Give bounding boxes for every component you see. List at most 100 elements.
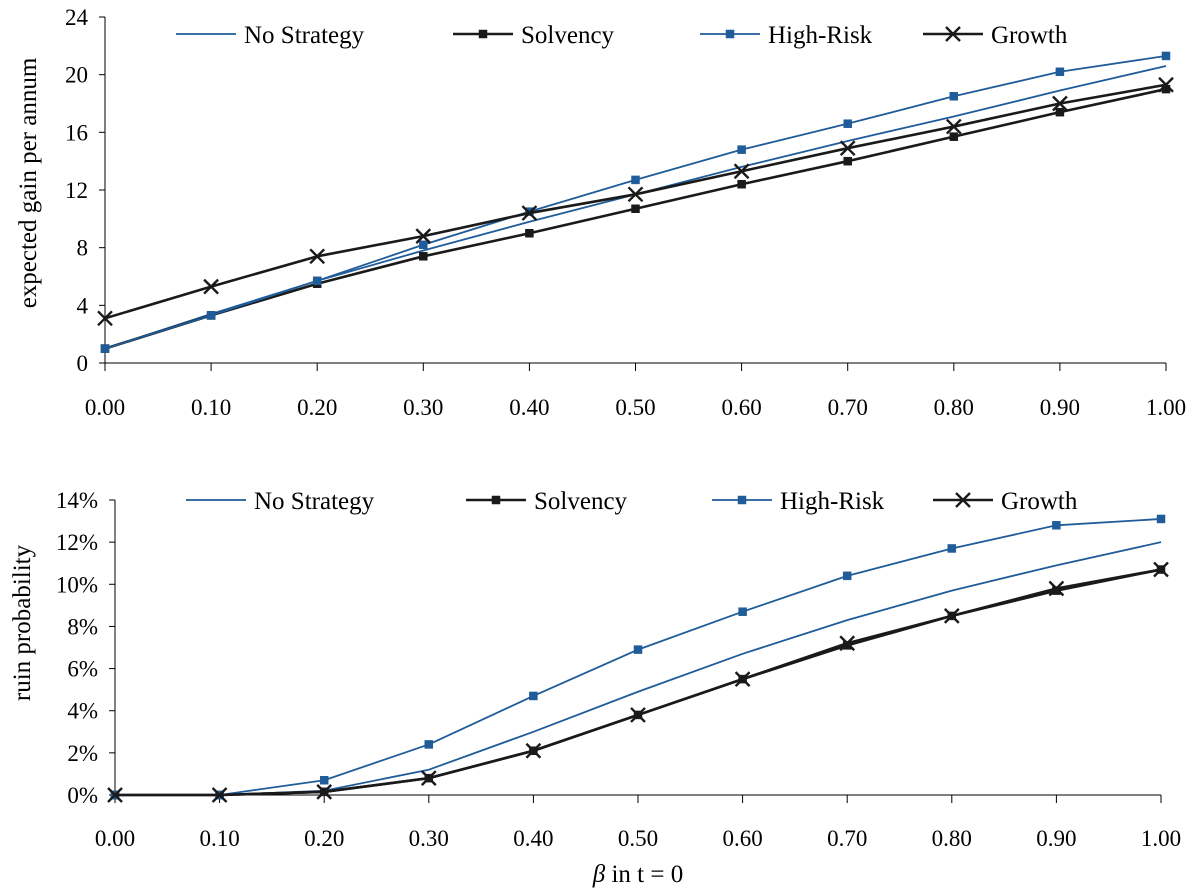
bottom-chart-series-high-risk-point xyxy=(947,544,957,553)
bottom-chart-y-tick-label: 8% xyxy=(67,614,98,639)
bottom-chart-series-growth-point xyxy=(1048,580,1065,597)
top-chart-series-growth-point xyxy=(945,118,962,135)
bottom-chart-series-high-risk-point xyxy=(1052,521,1061,530)
top-chart-legend-no-strategy-label: No Strategy xyxy=(244,22,365,49)
top-chart-y-tick-label: 16 xyxy=(65,120,88,145)
bottom-chart-series-growth-point xyxy=(420,770,437,786)
top-chart-series-high-risk-point xyxy=(1055,67,1065,77)
bottom-chart-y-axis-title: ruin probability xyxy=(9,544,36,701)
bottom-chart-series-high-risk-point xyxy=(738,607,747,616)
top-chart-legend-growth-marker xyxy=(945,26,961,42)
bottom-chart-series-growth-point-stroke-b xyxy=(211,787,228,803)
top-chart-series-growth-point xyxy=(203,278,219,295)
top-chart-series-solvency-point xyxy=(419,252,428,261)
top-chart-series-high-risk-point xyxy=(312,276,322,286)
top-chart-legend-growth-label: Growth xyxy=(991,22,1068,49)
top-chart-series-growth-point xyxy=(309,248,326,265)
top-chart-y-tick-label: 12 xyxy=(65,178,88,203)
top-chart-x-tick-label: 0.70 xyxy=(828,395,868,420)
bottom-chart-series-no-strategy-line xyxy=(115,541,1162,796)
top-chart-y-tick-label: 8 xyxy=(77,236,89,261)
bottom-chart-x-tick-label: 0.00 xyxy=(95,826,135,851)
top-chart-legend-solvency-label: Solvency xyxy=(521,22,615,49)
top-chart-series-growth-point xyxy=(1158,76,1174,93)
bottom-chart-legend-growth-marker-stroke-b xyxy=(955,492,971,508)
top-chart-series-high-risk-point xyxy=(1161,51,1171,61)
bottom-chart-y-tick-label: 2% xyxy=(67,741,98,766)
bottom-chart-series-high-risk-point xyxy=(842,571,852,581)
top-chart-y-tick-label: 0 xyxy=(77,351,89,376)
top-chart-series-growth-point-stroke-b xyxy=(733,163,750,180)
top-chart-series-high-risk-point xyxy=(737,145,746,154)
bottom-chart-y-tick-label: 12% xyxy=(56,530,98,555)
bottom-chart-legend-growth-marker xyxy=(955,492,971,508)
top-chart-legend-high-risk-label: High-Risk xyxy=(768,22,873,49)
top-chart-y-tick-label: 24 xyxy=(65,5,89,30)
bottom-chart-series-high-risk-point xyxy=(1156,514,1166,524)
top-chart-x-tick-label: 0.50 xyxy=(615,395,655,420)
top-chart-series-growth-point-stroke-b xyxy=(1158,76,1174,93)
bottom-chart-series-growth-point-stroke-b xyxy=(1153,561,1169,578)
top-chart-series-growth-point-stroke-b xyxy=(839,140,856,157)
top-chart-legend-growth-marker-stroke-b xyxy=(945,26,961,42)
bottom-chart-series-growth-point xyxy=(211,787,228,803)
bottom-chart-series-growth-point xyxy=(630,707,646,723)
bottom-chart-series-high-risk-line xyxy=(115,518,1162,796)
top-chart-legend-solvency-marker xyxy=(478,29,488,39)
top-chart-x-tick-label: 0.40 xyxy=(509,395,549,420)
bottom-chart-x-tick-label: 1.00 xyxy=(1141,826,1181,851)
bottom-chart-series-growth-point-stroke-b xyxy=(420,770,437,786)
bottom-chart-series-growth-point xyxy=(525,742,542,759)
top-chart-legend-high-risk-marker xyxy=(725,29,735,39)
top-chart-x-tick-label: 0.30 xyxy=(403,395,443,420)
bottom-chart-x-tick-label: 0.80 xyxy=(932,826,972,851)
top-chart-series-high-risk-point xyxy=(631,175,640,185)
top-chart-y-tick-label: 20 xyxy=(65,63,88,88)
top-chart-series-solvency-point xyxy=(525,229,534,238)
top-chart-series-high-risk-point xyxy=(419,240,428,250)
bottom-chart-x-tick-label: 0.60 xyxy=(722,826,762,851)
bottom-chart-x-tick-label: 0.20 xyxy=(304,826,344,851)
bottom-chart-series-growth-line xyxy=(115,568,1162,797)
top-chart-series-growth-point-stroke-b xyxy=(627,186,644,203)
bottom-chart-x-tick-label: 0.90 xyxy=(1036,826,1076,851)
top-chart-series-high-risk-point xyxy=(100,344,110,353)
bottom-chart-legend-solvency-marker xyxy=(491,495,501,505)
top-chart-series-growth-point-stroke-b xyxy=(415,228,432,244)
bottom-chart-series-high-risk-point xyxy=(424,740,434,749)
bottom-chart-legend-growth-label: Growth xyxy=(1001,488,1078,515)
top-chart-series-high-risk-point xyxy=(949,92,959,101)
bottom-chart-x-axis-title-symbol: β xyxy=(592,861,606,888)
bottom-chart-series-growth-point xyxy=(734,671,751,687)
top-chart-series-growth-point xyxy=(521,205,538,221)
top-chart-series-solvency-point xyxy=(737,179,746,189)
top-chart-series-growth-point xyxy=(839,140,856,157)
top-chart-series-growth-point-stroke-b xyxy=(521,205,538,221)
top-chart-series-solvency-point xyxy=(631,204,640,213)
top-chart-x-tick-label: 0.10 xyxy=(191,395,231,420)
bottom-chart-series-high-risk-point xyxy=(529,691,538,701)
bottom-chart-series-growth-point-stroke-b xyxy=(630,707,646,723)
bottom-chart-y-tick-label: 6% xyxy=(67,657,98,682)
bottom-chart-legend-high-risk-label: High-Risk xyxy=(780,488,885,515)
top-chart-series-high-risk-line xyxy=(104,55,1167,350)
top-chart-x-tick-label: 0.60 xyxy=(721,395,761,420)
bottom-chart-y-tick-label: 0% xyxy=(67,783,98,808)
bottom-chart-x-axis-title-text: in t = 0 xyxy=(605,861,683,888)
bottom-chart-legend-no-strategy-label: No Strategy xyxy=(254,488,375,515)
bottom-chart-series-high-risk-point xyxy=(319,776,329,785)
bottom-chart-series-growth-point xyxy=(107,787,123,803)
bottom-chart-series-high-risk-point xyxy=(633,645,643,654)
top-chart-series-high-risk-point xyxy=(206,311,216,320)
bottom-chart-y-tick-label: 14% xyxy=(56,488,98,513)
top-chart-y-tick-label: 4 xyxy=(77,293,89,318)
top-chart-y-axis-title: expected gain per annum xyxy=(15,57,42,308)
top-chart-series-solvency-point xyxy=(949,132,959,141)
top-chart-series-high-risk-point xyxy=(843,119,852,128)
bottom-chart-y-tick-label: 10% xyxy=(56,572,98,597)
top-chart-series-growth-point xyxy=(627,186,644,203)
top-chart-series-solvency-point xyxy=(843,156,852,166)
top-chart-series-growth-point xyxy=(415,228,432,244)
bottom-chart-x-tick-label: 0.30 xyxy=(409,826,449,851)
